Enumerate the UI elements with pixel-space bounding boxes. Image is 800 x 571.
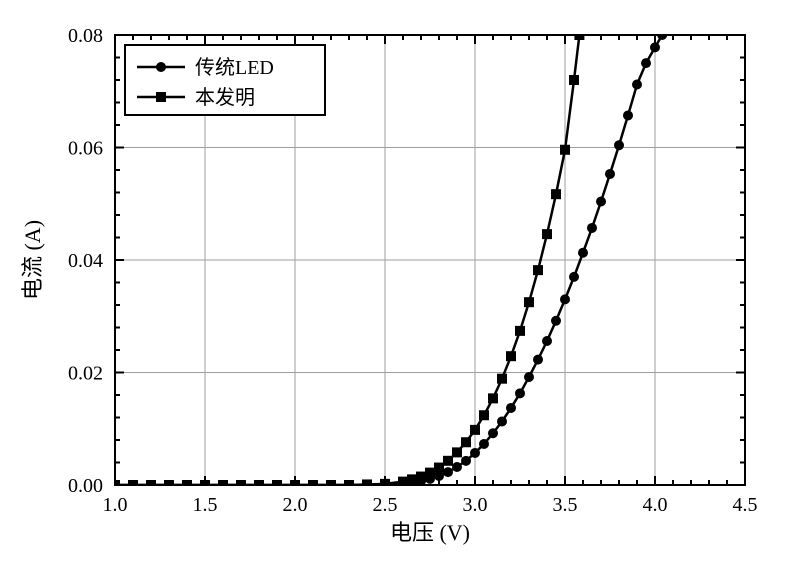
x-tick-label: 2.0 bbox=[283, 494, 308, 516]
legend-marker-circle bbox=[156, 62, 166, 72]
y-tick-label: 0.04 bbox=[68, 250, 103, 272]
x-tick-label: 1.0 bbox=[103, 494, 128, 516]
legend-label: 本发明 bbox=[195, 86, 255, 109]
x-tick-label: 4.0 bbox=[643, 494, 668, 516]
iv-curve-chart: 1.0 1.5 2.0 2.5 3.0 3.5 4.0 4.5 0.00 0.02 0.04 0.06… bbox=[0, 0, 800, 571]
y-tick-label: 0.08 bbox=[68, 25, 103, 47]
y-tick-label: 0.02 bbox=[68, 363, 103, 385]
x-tick-label: 2.5 bbox=[373, 494, 398, 516]
x-tick-label: 3.0 bbox=[463, 494, 488, 516]
legend-label: 传统LED bbox=[195, 56, 274, 79]
y-axis-label: 电流 (A) bbox=[20, 220, 45, 300]
y-tick-label: 0.06 bbox=[68, 138, 103, 160]
x-axis-label: 电压 (V) bbox=[390, 520, 470, 545]
y-tick-label: 0.00 bbox=[68, 475, 103, 497]
x-tick-label: 1.5 bbox=[193, 494, 218, 516]
legend-marker-square bbox=[156, 92, 166, 102]
x-tick-label: 3.5 bbox=[553, 494, 578, 516]
x-tick-label: 4.5 bbox=[733, 494, 758, 516]
